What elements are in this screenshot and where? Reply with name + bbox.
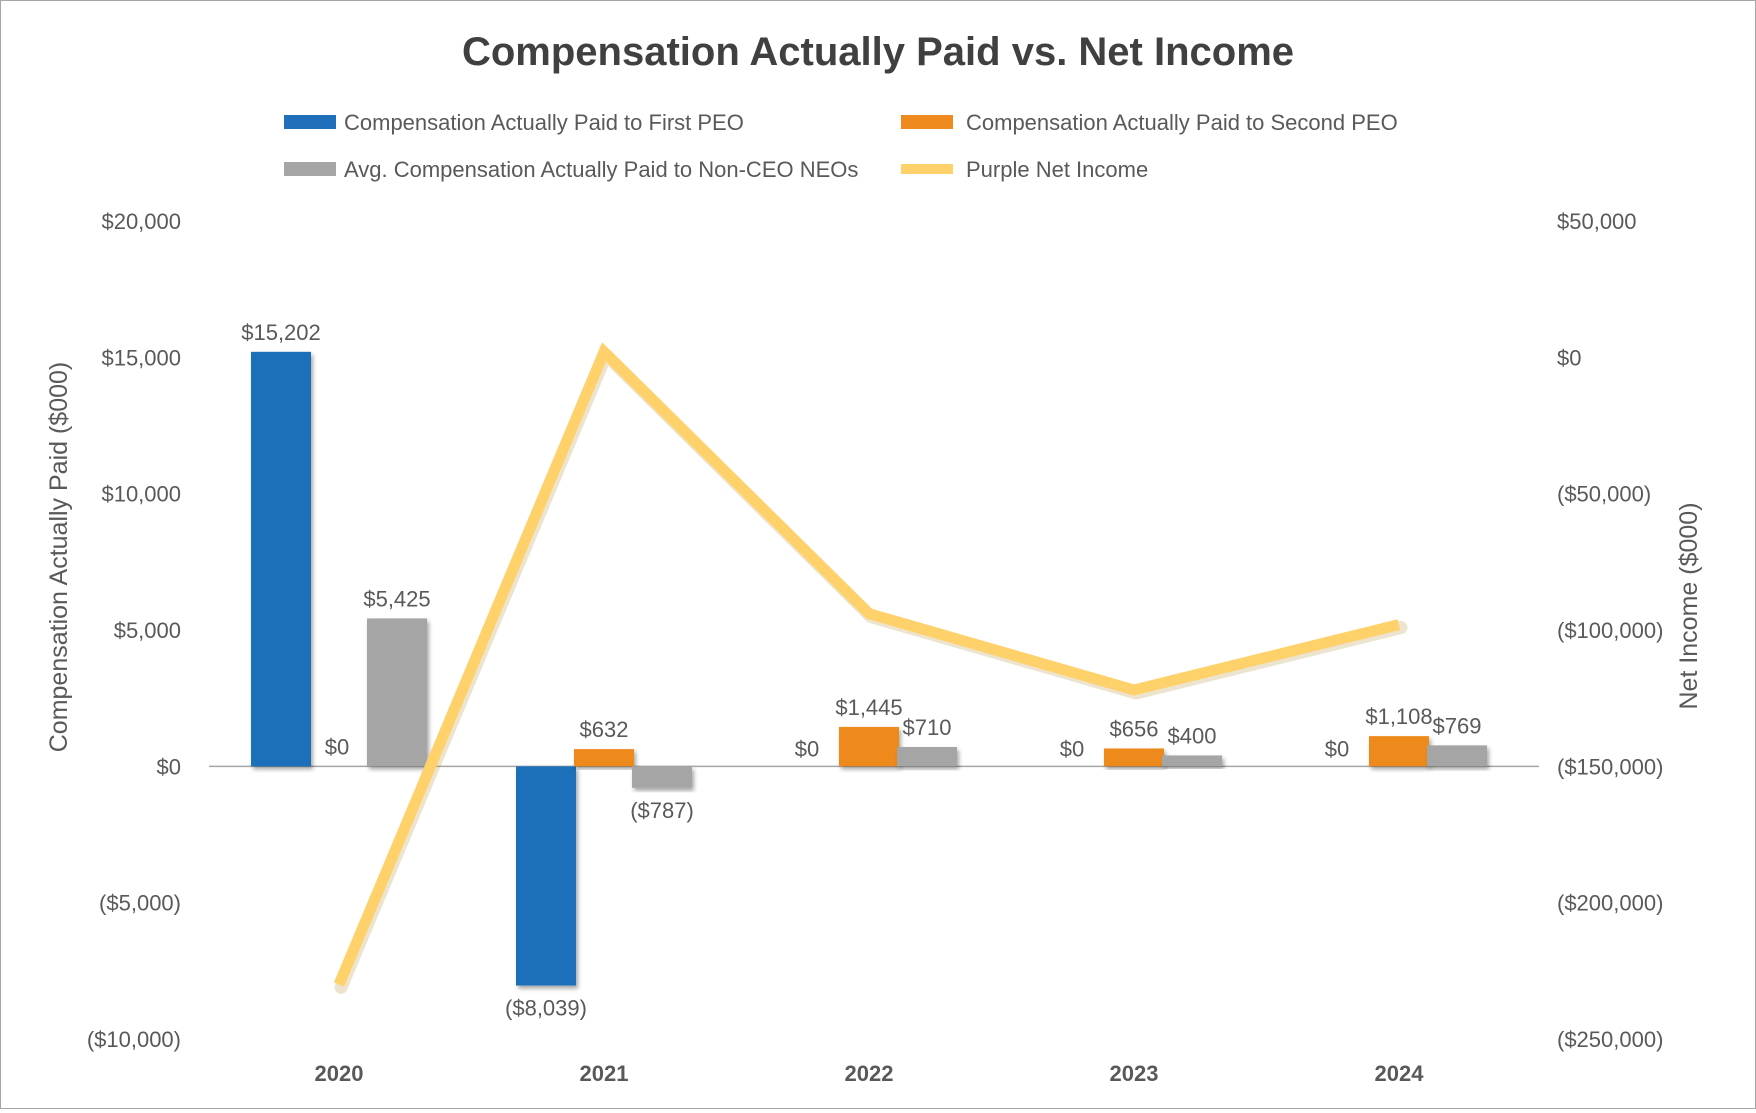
data-label-second-peo: $632: [580, 717, 629, 742]
net-income-line-layer: [333, 342, 1408, 994]
category-label: 2024: [1375, 1061, 1425, 1086]
right-axis-ticks: $50,000 $0 ($50,000) ($100,000) ($150,000) ($…: [1557, 209, 1663, 1052]
right-tick-label: ($100,000): [1557, 618, 1663, 643]
chart-title: Compensation Actually Paid vs. Net Incom…: [462, 30, 1294, 74]
right-tick-label: ($50,000): [1557, 482, 1651, 507]
right-tick-label: $0: [1557, 345, 1581, 370]
left-axis-title: Compensation Actually Paid ($000): [45, 362, 73, 753]
data-label-non-ceo-neos: $769: [1433, 713, 1482, 738]
category-label: 2022: [845, 1061, 894, 1086]
bar-non-ceo-neos: [367, 618, 427, 767]
left-tick-label: $10,000: [101, 482, 181, 507]
category-label: 2023: [1110, 1061, 1159, 1086]
data-label-first-peo: $15,202: [241, 320, 321, 345]
left-tick-label: $5,000: [114, 618, 181, 643]
bar-non-ceo-neos: [1427, 745, 1487, 767]
data-label-non-ceo-neos: $400: [1168, 723, 1217, 748]
data-label-second-peo: $0: [325, 734, 349, 759]
right-tick-label: ($200,000): [1557, 891, 1663, 916]
data-label-first-peo-zero: $0: [1060, 736, 1084, 761]
bar-non-ceo-neos: [897, 746, 957, 767]
category-label: 2021: [580, 1061, 629, 1086]
data-labels: $15,202 ($8,039) $0 $632 $1,445 $656 $1,108 $5,…: [241, 320, 1481, 1021]
bar-second-peo: [1369, 736, 1429, 767]
bar-second-peo: [1104, 748, 1164, 767]
data-label-first-peo-zero: $0: [1325, 736, 1349, 761]
net-income-line-shadow: [334, 348, 1408, 994]
right-axis-title: Net Income ($000): [1675, 502, 1703, 709]
net-income-line: [333, 342, 1401, 987]
right-tick-label: $50,000: [1557, 209, 1637, 234]
left-axis-ticks: $20,000 $15,000 $10,000 $5,000 $0 ($5,000) ($1…: [87, 209, 181, 1052]
data-label-second-peo: $1,445: [835, 695, 902, 720]
bar-non-ceo-neos: [632, 766, 692, 788]
bar-first-peo: [516, 766, 576, 986]
bar-second-peo: [839, 726, 899, 767]
data-label-non-ceo-neos: $710: [903, 715, 952, 740]
legend: Compensation Actually Paid to First PEO …: [284, 110, 1398, 182]
legend-swatch-non-ceo-neos: [284, 162, 336, 176]
right-tick-label: ($150,000): [1557, 754, 1663, 779]
bar-first-peo: [251, 351, 311, 767]
legend-swatch-second-peo: [901, 115, 953, 129]
right-tick-label: ($250,000): [1557, 1027, 1663, 1052]
legend-swatch-first-peo: [284, 115, 336, 129]
category-labels: 2020 2021 2022 2023 2024: [315, 1061, 1425, 1086]
left-tick-label: $20,000: [101, 209, 181, 234]
category-label: 2020: [315, 1061, 364, 1086]
bars: [251, 351, 1487, 986]
data-label-non-ceo-neos: ($787): [630, 798, 694, 823]
legend-label-first-peo: Compensation Actually Paid to First PEO: [344, 110, 744, 135]
data-label-first-peo-zero: $0: [795, 736, 819, 761]
legend-label-non-ceo-neos: Avg. Compensation Actually Paid to Non-C…: [344, 157, 858, 182]
data-label-non-ceo-neos: $5,425: [363, 586, 430, 611]
bar-non-ceo-neos: [1162, 755, 1222, 767]
bar-second-peo: [574, 749, 634, 767]
legend-swatch-net-income: [901, 164, 953, 174]
left-tick-label: ($5,000): [99, 891, 181, 916]
data-label-second-peo: $656: [1110, 716, 1159, 741]
data-label-second-peo: $1,108: [1365, 704, 1432, 729]
left-tick-label: $15,000: [101, 345, 181, 370]
left-tick-label: ($10,000): [87, 1027, 181, 1052]
legend-label-second-peo: Compensation Actually Paid to Second PEO: [966, 110, 1398, 135]
left-tick-label: $0: [157, 754, 181, 779]
legend-label-net-income: Purple Net Income: [966, 157, 1148, 182]
data-label-first-peo: ($8,039): [505, 996, 587, 1021]
